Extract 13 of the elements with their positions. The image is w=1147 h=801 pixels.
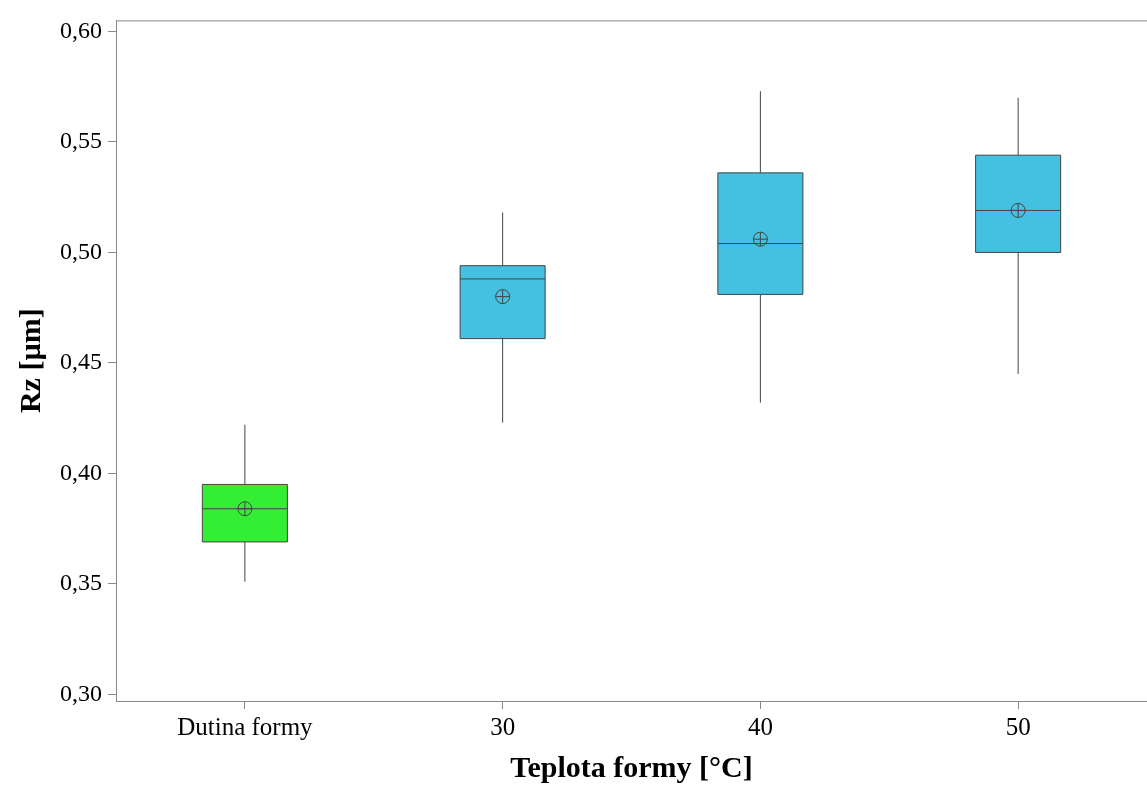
y-axis-title: Rz [µm] — [12, 308, 46, 414]
x-axis-title: Teplota formy [°C] — [510, 749, 753, 783]
y-tick-label: 0,30 — [60, 679, 102, 706]
y-tick-label: 0,35 — [60, 569, 102, 596]
y-tick-label: 0,50 — [60, 237, 102, 264]
y-tick-label: 0,55 — [60, 127, 102, 154]
y-tick-label: 0,60 — [60, 16, 102, 43]
x-tick-label: 40 — [747, 712, 773, 740]
y-tick-label: 0,40 — [60, 458, 102, 485]
x-tick-label: 50 — [1005, 712, 1031, 740]
x-tick-label: Dutina formy — [177, 712, 314, 740]
x-tick-label: 30 — [490, 712, 516, 740]
y-tick-label: 0,45 — [60, 348, 102, 375]
